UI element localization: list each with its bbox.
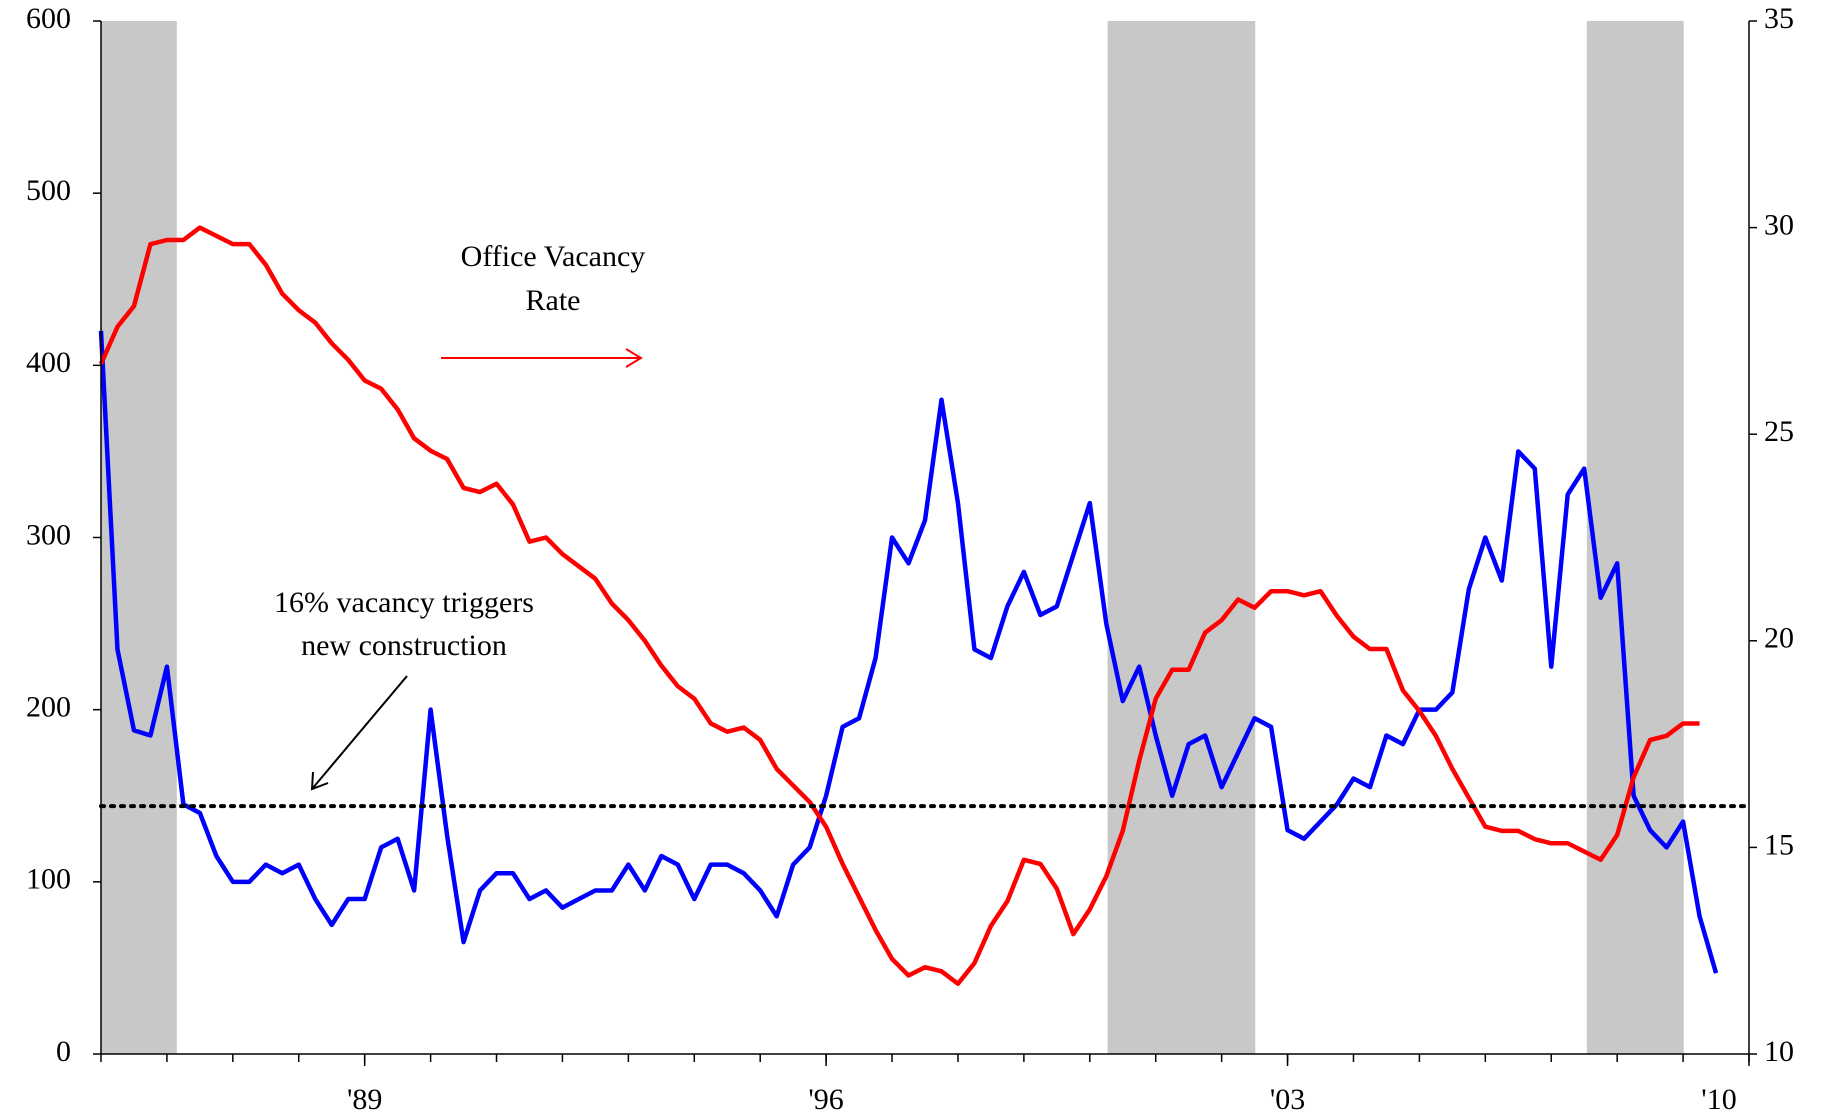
y-tick-label: 0 <box>56 1035 71 1068</box>
series-line <box>98 330 1719 974</box>
axes-layer: 0 100 200 300 400 500 600 10 15 20 25 30 35 '89 '96 '03… <box>26 2 1794 1116</box>
y-tick-label: 400 <box>26 346 71 379</box>
y2-tick-label: 15 <box>1764 828 1794 861</box>
y-tick-label: 200 <box>26 691 71 724</box>
y2-tick-label: 20 <box>1764 622 1794 655</box>
annotation: 16% vacancy triggers <box>274 586 534 619</box>
x-tick-label: '10 <box>1701 1083 1736 1116</box>
shading-layer <box>101 21 1684 1054</box>
y2-tick-label: 10 <box>1764 1035 1794 1068</box>
lines-layer <box>98 225 1751 987</box>
x-tick-label: '89 <box>347 1083 382 1116</box>
annotation-arrow <box>311 675 408 790</box>
recession-shade <box>1586 21 1684 1054</box>
annotation-arrowhead <box>625 348 643 368</box>
recession-shade <box>1107 21 1256 1054</box>
y-tick-label: 300 <box>26 518 71 551</box>
annotation: new construction <box>301 629 507 662</box>
y-tick-label: 100 <box>26 863 71 896</box>
y-tick-label: 600 <box>26 2 71 35</box>
annotation: Office Vacancy <box>461 240 646 273</box>
x-tick-label: '03 <box>1270 1083 1305 1116</box>
y-tick-label: 500 <box>26 174 71 207</box>
y2-tick-label: 30 <box>1764 208 1794 241</box>
annotation-arrowhead <box>310 771 329 791</box>
y2-tick-label: 25 <box>1764 415 1794 448</box>
series-line <box>98 225 1700 987</box>
annotation: Rate <box>526 284 581 317</box>
y2-tick-label: 35 <box>1764 2 1794 35</box>
x-tick-label: '96 <box>808 1083 843 1116</box>
